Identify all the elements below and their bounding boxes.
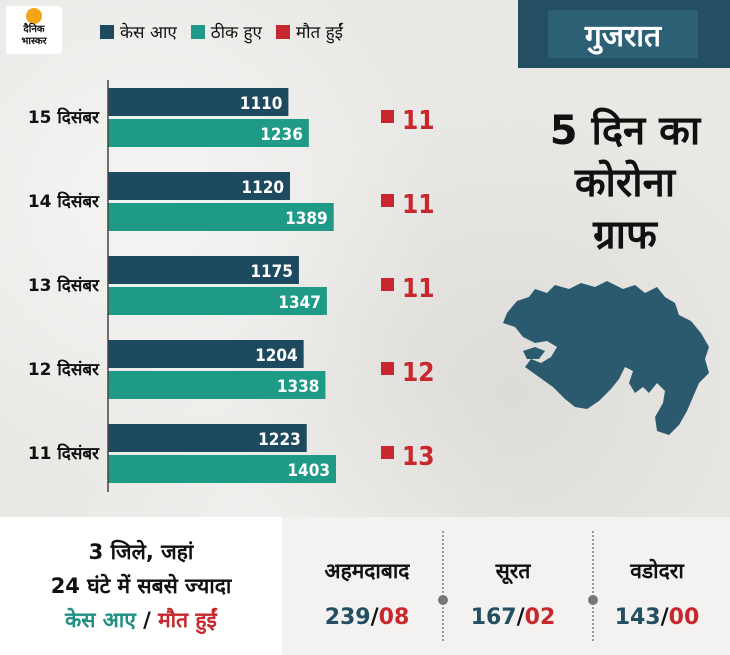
footer-panel: 3 जिले, जहां 24 घंटे में सबसे ज्यादा केस… xyxy=(0,517,730,655)
district-name: सूरत xyxy=(495,559,531,583)
death-value: 11 xyxy=(402,190,435,220)
legend-recovered: ठीक हुए xyxy=(190,20,262,43)
district-separator: / xyxy=(660,605,669,630)
bar-recovered xyxy=(108,119,309,147)
death-value: 11 xyxy=(402,274,435,304)
legend-deaths: मौत हुईं xyxy=(275,20,343,43)
headline-line-1: 3 जिले, जहां xyxy=(88,540,194,564)
headline-line-2: 24 घंटे में सबसे ज्यादा xyxy=(50,574,232,598)
bar-cases-label: 1175 xyxy=(250,262,293,282)
title-line-1: 5 दिन का xyxy=(549,108,701,154)
bar-cases xyxy=(108,88,289,116)
category-label: 14 दिसंबर xyxy=(28,191,100,212)
death-marker xyxy=(381,194,394,207)
district-name: अहमदाबाद xyxy=(324,559,410,583)
death-marker xyxy=(381,362,394,375)
district-deaths: 02 xyxy=(524,605,556,630)
chart-legend: केस आए ठीक हुए मौत हुईं xyxy=(100,20,343,43)
district-deaths: 00 xyxy=(668,605,700,630)
bar-recovered xyxy=(108,287,327,315)
death-value: 11 xyxy=(402,106,435,136)
legend-deaths-swatch xyxy=(275,24,290,39)
death-marker xyxy=(381,110,394,123)
category-label: 11 दिसंबर xyxy=(28,443,100,464)
district-surat: सूरत 167/02 xyxy=(438,557,588,630)
state-banner: गुजरात xyxy=(518,0,730,68)
bar-recovered-label: 1403 xyxy=(287,461,330,481)
dotted-divider xyxy=(438,531,448,641)
legend-recovered-label: ठीक हुए xyxy=(210,23,262,43)
death-marker xyxy=(381,446,394,459)
legend-deaths-label: मौत हुईं xyxy=(295,23,343,43)
graph-title: 5 दिन का कोरोना ग्राफ xyxy=(520,105,730,261)
dainik-bhaskar-logo[interactable]: दैनिक भास्कर xyxy=(6,6,62,54)
legend-cases-label: केस आए xyxy=(120,23,177,43)
district-cases: 143 xyxy=(614,605,661,630)
headline-deaths: मौत हुईं xyxy=(158,608,217,632)
district-values: 143/00 xyxy=(582,605,730,630)
district-ahmedabad: अहमदाबाद 239/08 xyxy=(292,557,442,630)
district-name: वडोदरा xyxy=(630,559,684,583)
bar-cases-label: 1110 xyxy=(240,94,283,114)
death-value: 13 xyxy=(402,442,435,472)
district-separator: / xyxy=(370,605,379,630)
bar-recovered xyxy=(108,203,334,231)
sun-icon xyxy=(26,8,42,24)
bar-cases xyxy=(108,172,290,200)
dotted-divider xyxy=(588,531,598,641)
district-deaths: 08 xyxy=(378,605,410,630)
bar-cases xyxy=(108,424,307,452)
legend-recovered-swatch xyxy=(190,24,205,39)
title-line-3: ग्राफ xyxy=(593,212,657,258)
bar-recovered-label: 1389 xyxy=(285,209,328,229)
headline-separator: / xyxy=(143,608,151,632)
bar-cases-label: 1120 xyxy=(241,178,284,198)
district-values: 167/02 xyxy=(438,605,588,630)
death-value: 12 xyxy=(402,358,435,388)
bar-recovered-label: 1347 xyxy=(278,293,321,313)
bar-recovered xyxy=(108,371,326,399)
death-marker xyxy=(381,278,394,291)
title-line-2: कोरोना xyxy=(574,160,676,206)
logo-line-1: दैनिक xyxy=(23,24,45,35)
bar-recovered xyxy=(108,455,336,483)
district-vadodara: वडोदरा 143/00 xyxy=(582,557,730,630)
headline-cases: केस आए xyxy=(65,608,136,632)
district-stats: अहमदाबाद 239/08 सूरत 167/02 वडोदरा 143/0… xyxy=(282,517,730,655)
legend-cases-swatch xyxy=(100,24,114,39)
gujarat-map-icon xyxy=(503,281,709,435)
bar-cases-label: 1223 xyxy=(258,430,301,450)
footer-headline: 3 जिले, जहां 24 घंटे में सबसे ज्यादा केस… xyxy=(0,517,282,655)
bar-cases-label: 1204 xyxy=(255,346,298,366)
bar-recovered-label: 1338 xyxy=(277,377,320,397)
category-label: 12 दिसंबर xyxy=(28,359,100,380)
bar-cases xyxy=(108,340,304,368)
state-name: गुजरात xyxy=(548,10,698,58)
category-label: 15 दिसंबर xyxy=(28,107,100,128)
legend-cases: केस आए xyxy=(100,20,177,43)
headline-line-3: केस आए / मौत हुईं xyxy=(0,603,282,637)
bar-cases xyxy=(108,256,299,284)
district-separator: / xyxy=(516,605,525,630)
category-label: 13 दिसंबर xyxy=(28,275,100,296)
bar-recovered-label: 1236 xyxy=(260,125,303,145)
logo-line-2: भास्कर xyxy=(21,36,47,47)
district-cases: 239 xyxy=(324,605,371,630)
district-cases: 167 xyxy=(470,605,517,630)
district-values: 239/08 xyxy=(292,605,442,630)
